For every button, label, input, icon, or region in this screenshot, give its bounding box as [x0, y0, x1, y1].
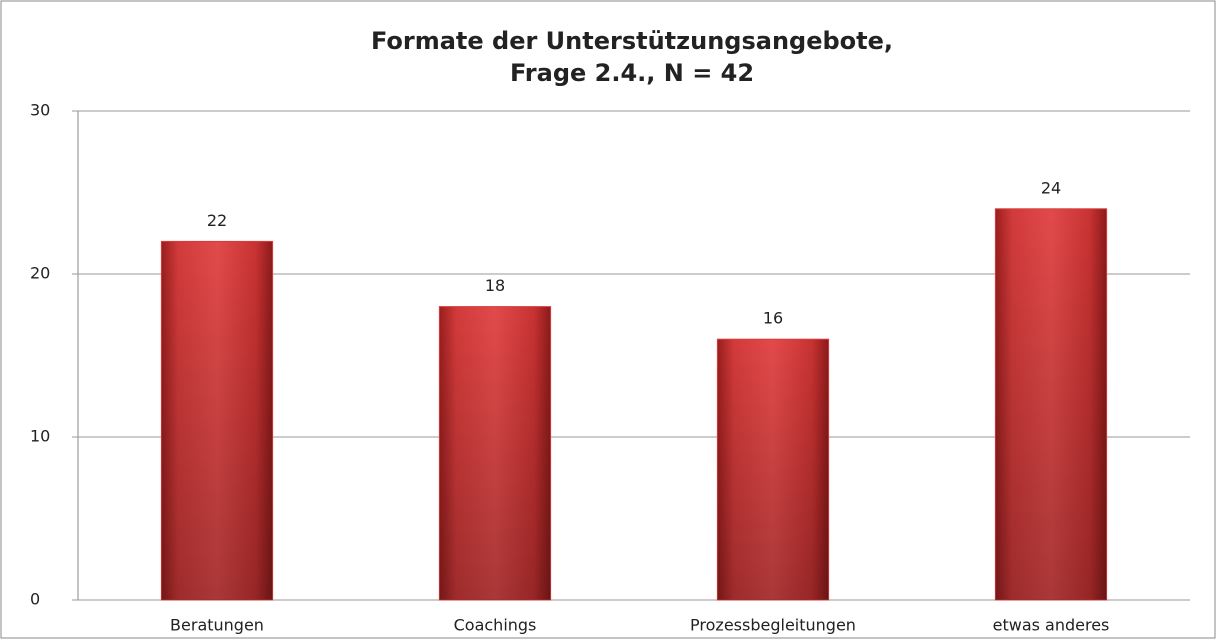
- data-label: 16: [763, 309, 783, 328]
- y-tick-label: 10: [30, 427, 50, 446]
- data-label: 22: [207, 211, 227, 230]
- y-tick-label: 0: [30, 590, 40, 609]
- bar-shade: [439, 306, 551, 600]
- chart-title: Formate der Unterstützungsangebote,: [371, 27, 893, 55]
- bar-shade: [161, 241, 273, 600]
- bar-shade: [717, 339, 829, 600]
- chart-title: Frage 2.4., N = 42: [510, 59, 754, 87]
- bar-shade: [995, 208, 1107, 601]
- y-tick-label: 20: [30, 264, 50, 283]
- data-label: 24: [1041, 178, 1061, 197]
- y-tick-label: 30: [30, 101, 50, 120]
- x-tick-label: Coachings: [454, 616, 537, 635]
- data-label: 18: [485, 276, 505, 295]
- x-tick-label: etwas anderes: [993, 616, 1110, 635]
- x-tick-label: Beratungen: [170, 616, 264, 635]
- x-tick-label: Prozessbegleitungen: [690, 616, 856, 635]
